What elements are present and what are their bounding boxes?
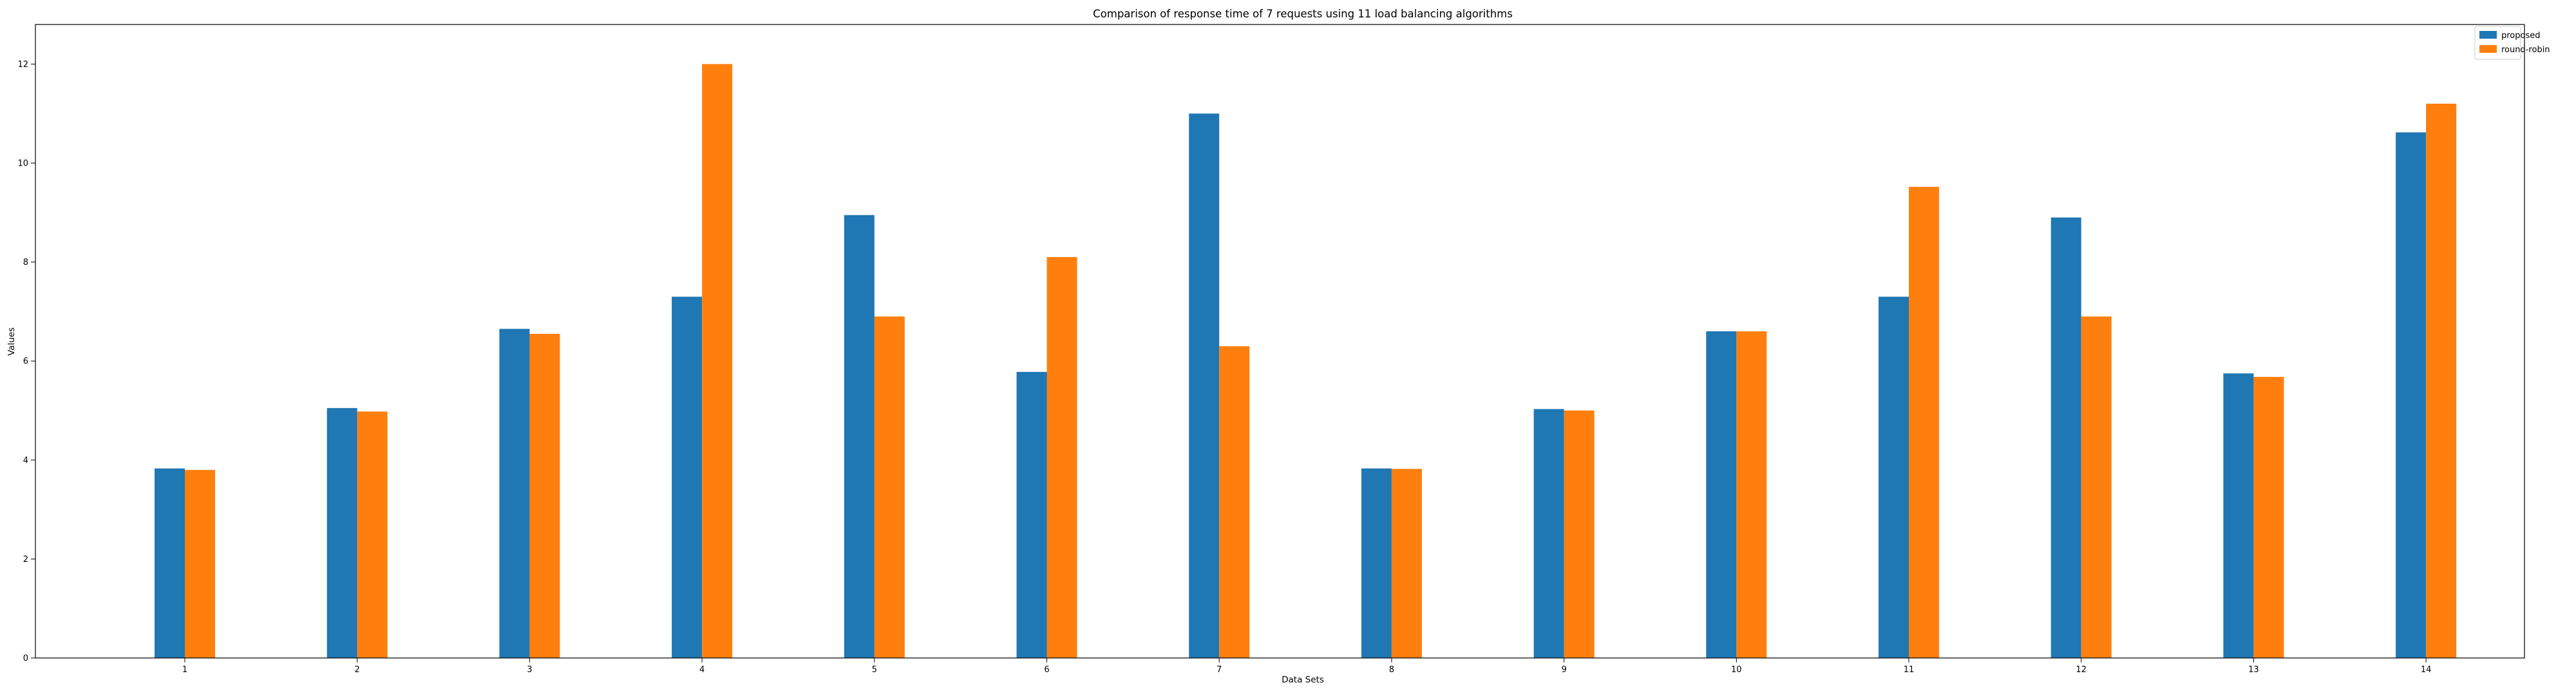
x-tick-label: 9: [1561, 665, 1566, 675]
bar-round-robin-6: [1046, 256, 1077, 658]
bar-round-robin-10: [1736, 331, 1767, 658]
bar-proposed-7: [1189, 113, 1220, 658]
bar-proposed-6: [1016, 372, 1047, 658]
bar-proposed-13: [2223, 373, 2254, 658]
legend-swatch-proposed: [2479, 31, 2497, 39]
bar-round-robin-3: [529, 334, 560, 658]
x-tick-label: 4: [699, 665, 705, 675]
x-tick-label: 7: [1217, 665, 1222, 675]
x-tick-label: 2: [355, 665, 360, 675]
legend-swatch-round-robin: [2479, 45, 2497, 53]
bar-round-robin-8: [1391, 469, 1422, 658]
bar-round-robin-4: [702, 64, 733, 658]
bar-round-robin-5: [874, 316, 905, 659]
x-axis-label: Data Sets: [1282, 675, 1324, 685]
plot-frame: [35, 24, 2525, 659]
bar-round-robin-13: [2253, 376, 2284, 658]
x-tick-label: 10: [1731, 665, 1742, 675]
bar-round-robin-14: [2426, 103, 2457, 658]
bar-proposed-3: [499, 329, 530, 658]
bar-proposed-14: [2396, 132, 2427, 658]
x-tick-label: 11: [1904, 665, 1915, 675]
bar-round-robin-7: [1219, 346, 1250, 658]
bar-round-robin-11: [1909, 186, 1939, 658]
y-tick-label: 2: [23, 555, 28, 565]
bar-round-robin-1: [185, 470, 215, 658]
x-tick-label: 1: [182, 665, 187, 675]
y-tick-label: 8: [23, 258, 28, 267]
x-tick-label: 5: [872, 665, 877, 675]
bar-round-robin-2: [357, 411, 388, 658]
y-axis: 0 2 4 6 8 10 12: [17, 60, 35, 664]
bar-round-robin-9: [1564, 411, 1595, 658]
bar-proposed-11: [1879, 296, 1909, 658]
bar-proposed-2: [327, 408, 357, 658]
bar-round-robin-12: [2081, 316, 2112, 659]
chart-title: Comparison of response time of 7 request…: [1093, 8, 1513, 20]
x-tick-label: 3: [527, 665, 532, 675]
bar-proposed-4: [672, 296, 703, 658]
legend: proposed round-robin: [2474, 26, 2550, 60]
bar-proposed-12: [2050, 217, 2081, 658]
bar-proposed-10: [1706, 331, 1737, 658]
x-tick-label: 8: [1389, 665, 1394, 675]
bar-proposed-5: [844, 215, 875, 658]
x-tick-label: 12: [2076, 665, 2087, 675]
bar-proposed-1: [155, 468, 185, 658]
bars: [155, 64, 2457, 659]
y-tick-label: 10: [17, 159, 28, 169]
y-tick-label: 12: [17, 60, 28, 70]
x-tick-label: 14: [2421, 665, 2432, 675]
legend-label-proposed: proposed: [2501, 31, 2541, 41]
bar-proposed-8: [1361, 468, 1392, 658]
bar-proposed-9: [1533, 409, 1564, 658]
x-tick-label: 6: [1044, 665, 1049, 675]
x-axis: 1 2 3 4 5 6 7 8 9 10 11 12 13 14: [182, 658, 2432, 675]
y-axis-label: Values: [6, 327, 17, 356]
y-tick-label: 6: [23, 357, 28, 367]
x-tick-label: 13: [2248, 665, 2259, 675]
legend-label-round-robin: round-robin: [2501, 45, 2550, 55]
y-tick-label: 4: [23, 456, 28, 465]
y-tick-label: 0: [23, 654, 28, 664]
